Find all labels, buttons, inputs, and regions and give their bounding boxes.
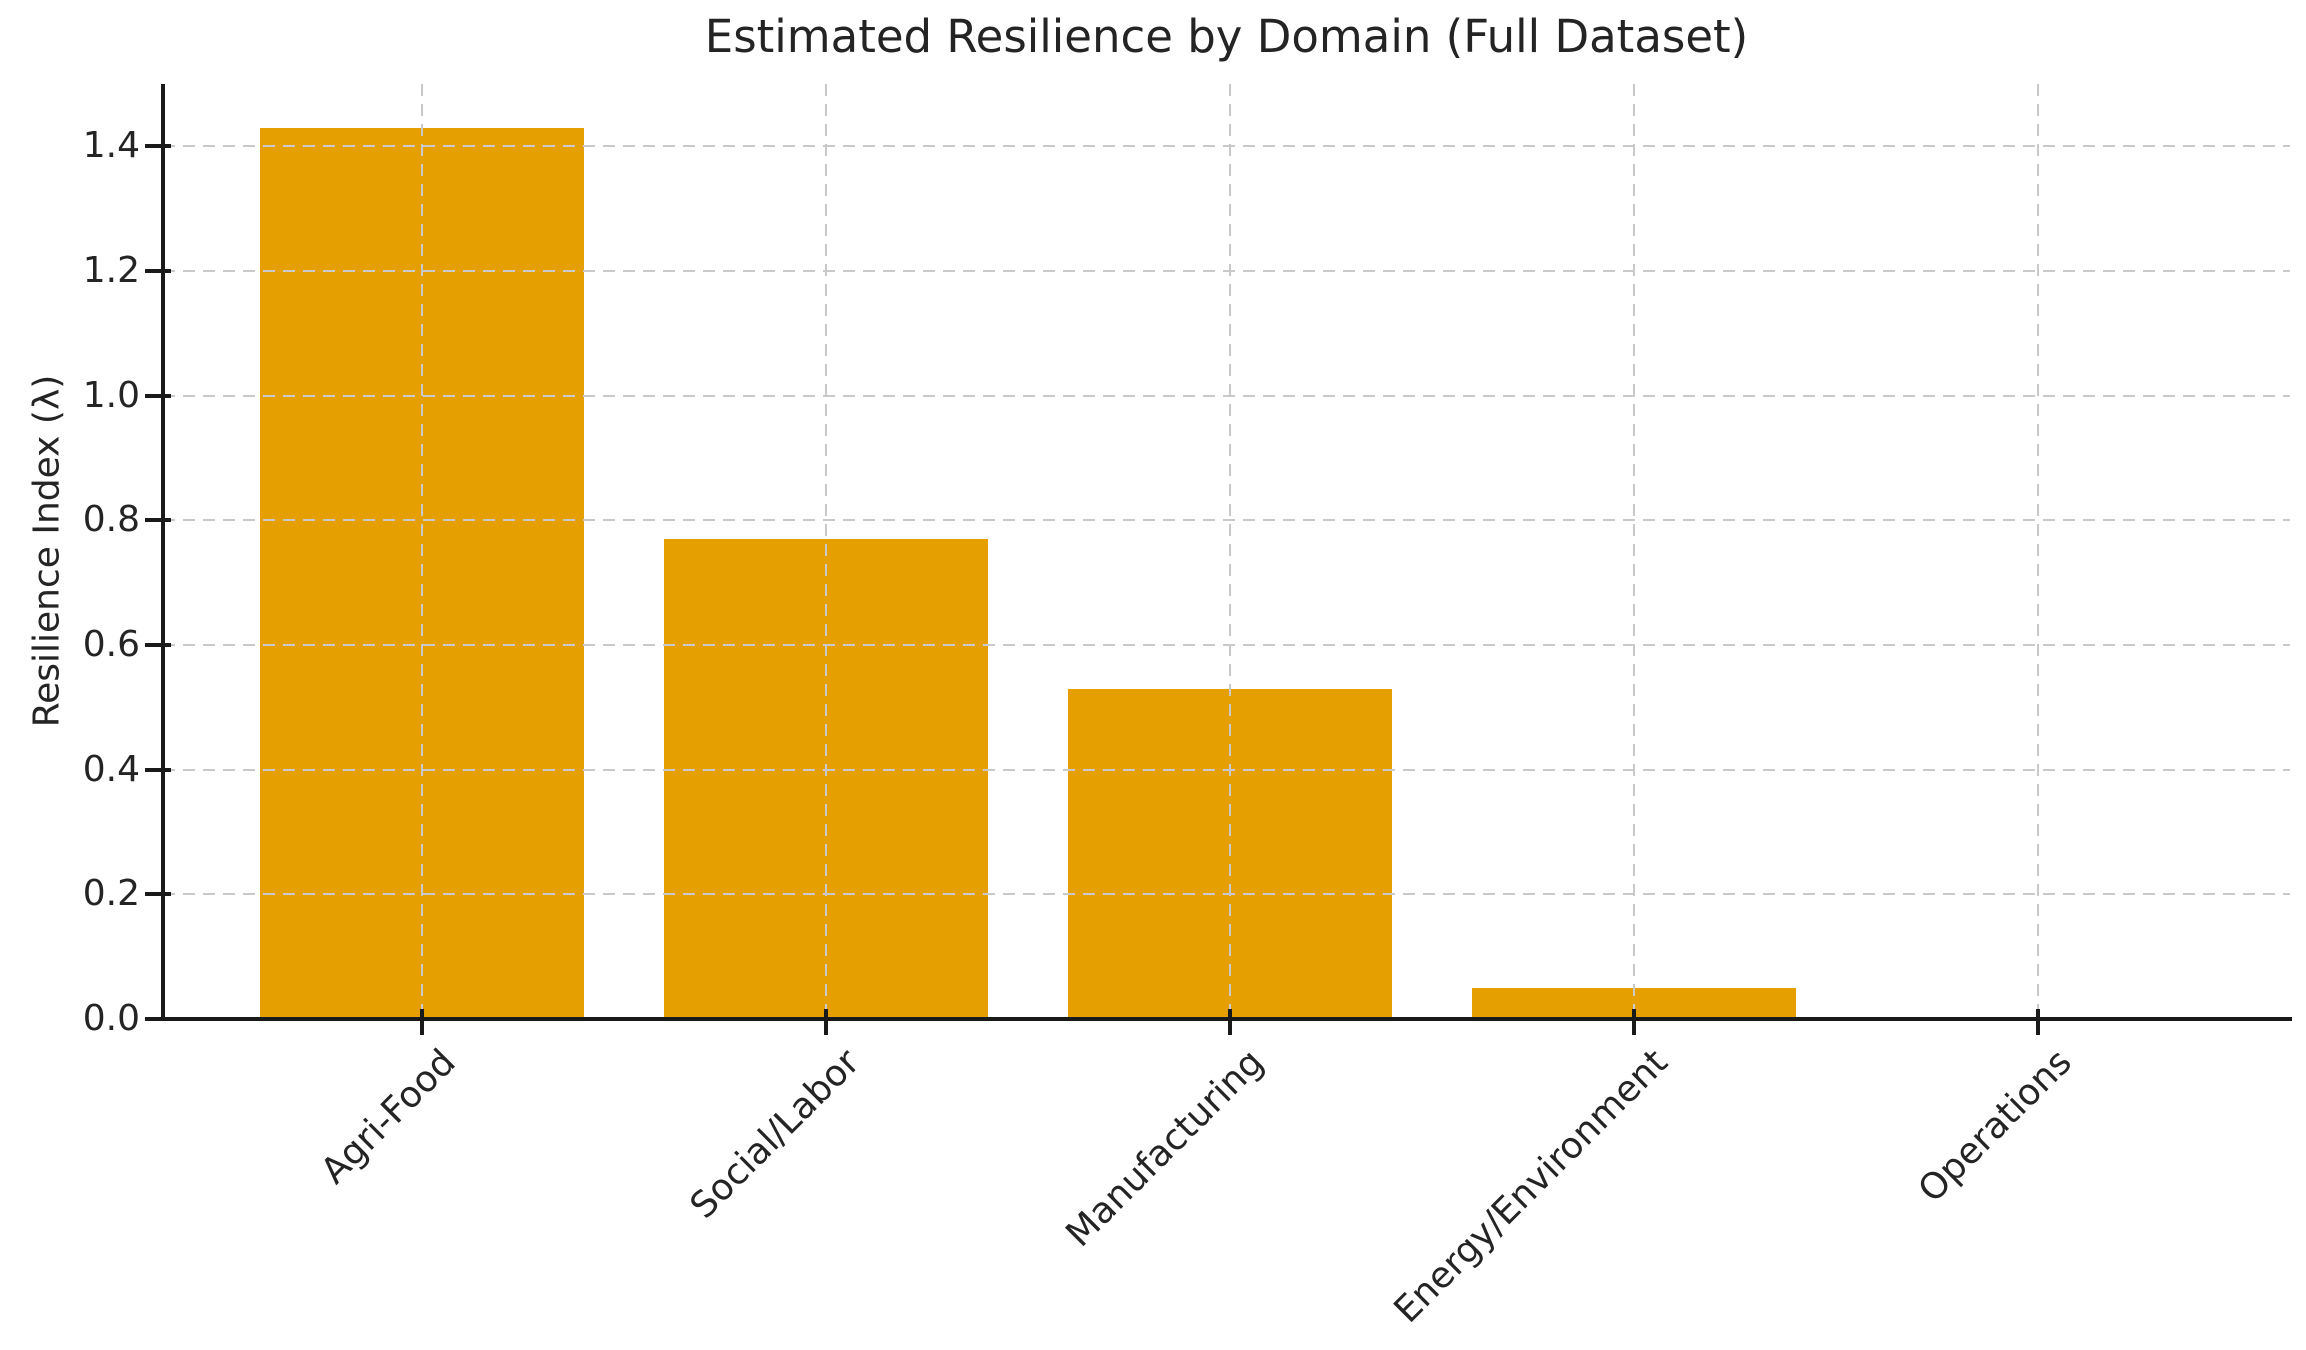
y-tick-label: 0.4	[82, 748, 140, 790]
x-tick-mark	[420, 1009, 424, 1035]
y-axis-spine	[161, 84, 165, 1021]
y-tick-label: 0.0	[82, 998, 140, 1039]
y-tick-mark	[145, 643, 171, 647]
v-gridline	[421, 84, 423, 1019]
plot-area	[145, 84, 2292, 1035]
y-axis-label: Resilience Index (λ)	[26, 374, 68, 728]
h-gridline	[163, 519, 2290, 522]
x-axis-spine	[161, 1017, 2292, 1021]
y-tick-mark	[145, 393, 171, 398]
h-gridline	[163, 270, 2290, 272]
v-gridline	[825, 84, 827, 1019]
h-gridline	[163, 893, 2290, 896]
y-tick-mark	[145, 518, 171, 523]
x-tick-label: Energy/Environment	[1386, 1041, 1676, 1331]
y-tick-mark	[145, 1017, 171, 1021]
x-tick-mark	[824, 1009, 828, 1035]
h-gridline	[163, 145, 2290, 148]
y-tick-label: 1.4	[82, 125, 140, 167]
y-tick-mark	[145, 269, 171, 273]
v-gridline	[1633, 84, 1635, 1019]
y-tick-mark	[145, 767, 171, 772]
y-tick-mark	[145, 892, 171, 897]
x-tick-label: Manufacturing	[1058, 1041, 1272, 1256]
x-tick-label: Social/Labor	[682, 1041, 868, 1227]
chart-title: Estimated Resilience by Domain (Full Dat…	[704, 10, 1749, 63]
y-tick-label: 0.6	[82, 624, 140, 665]
x-tick-mark	[2036, 1009, 2040, 1035]
y-tick-label: 1.2	[82, 250, 140, 291]
y-tick-label: 0.2	[82, 873, 140, 915]
x-tick-mark	[1632, 1009, 1636, 1035]
v-gridline	[2037, 84, 2039, 1019]
h-gridline	[163, 394, 2290, 397]
y-tick-label: 1.0	[82, 374, 140, 416]
y-tick-label: 0.8	[82, 499, 140, 541]
x-tick-label: Operations	[1910, 1041, 2080, 1211]
x-tick-label: Agri-Food	[313, 1041, 464, 1193]
v-gridline	[1229, 84, 1231, 1019]
h-gridline	[163, 768, 2290, 771]
x-tick-mark	[1228, 1009, 1232, 1035]
y-tick-mark	[145, 144, 171, 149]
h-gridline	[163, 644, 2290, 646]
